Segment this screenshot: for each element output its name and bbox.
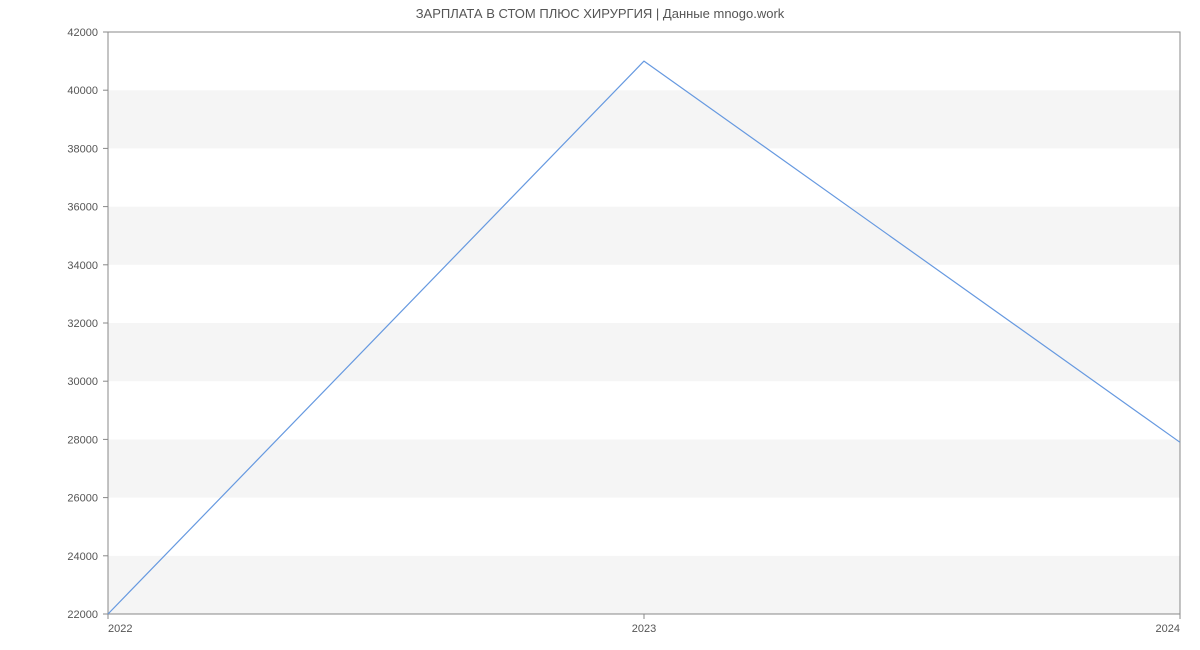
y-tick-label: 34000	[67, 260, 98, 272]
y-tick-label: 28000	[67, 434, 98, 446]
x-tick-label: 2024	[1156, 623, 1180, 635]
y-tick-label: 30000	[67, 376, 98, 388]
x-tick-label: 2023	[632, 623, 656, 635]
grid-band	[108, 323, 1180, 381]
grid-band	[108, 381, 1180, 439]
chart-title: ЗАРПЛАТА В СТОМ ПЛЮС ХИРУРГИЯ | Данные m…	[0, 6, 1200, 21]
y-tick-label: 36000	[67, 202, 98, 214]
y-tick-label: 38000	[67, 143, 98, 155]
chart-container: ЗАРПЛАТА В СТОМ ПЛЮС ХИРУРГИЯ | Данные m…	[0, 0, 1200, 650]
x-tick-label: 2022	[108, 623, 132, 635]
grid-band	[108, 556, 1180, 614]
y-tick-label: 24000	[67, 551, 98, 563]
y-tick-label: 22000	[67, 609, 98, 621]
grid-band	[108, 265, 1180, 323]
grid-band	[108, 498, 1180, 556]
grid-band	[108, 207, 1180, 265]
y-tick-label: 32000	[67, 318, 98, 330]
y-tick-label: 26000	[67, 493, 98, 505]
grid-band	[108, 148, 1180, 206]
y-tick-label: 42000	[67, 27, 98, 39]
grid-band	[108, 90, 1180, 148]
line-chart: 22000 24000 26000 28000 30000 32000 34000 36000…	[0, 0, 1200, 650]
y-tick-label: 40000	[67, 85, 98, 97]
